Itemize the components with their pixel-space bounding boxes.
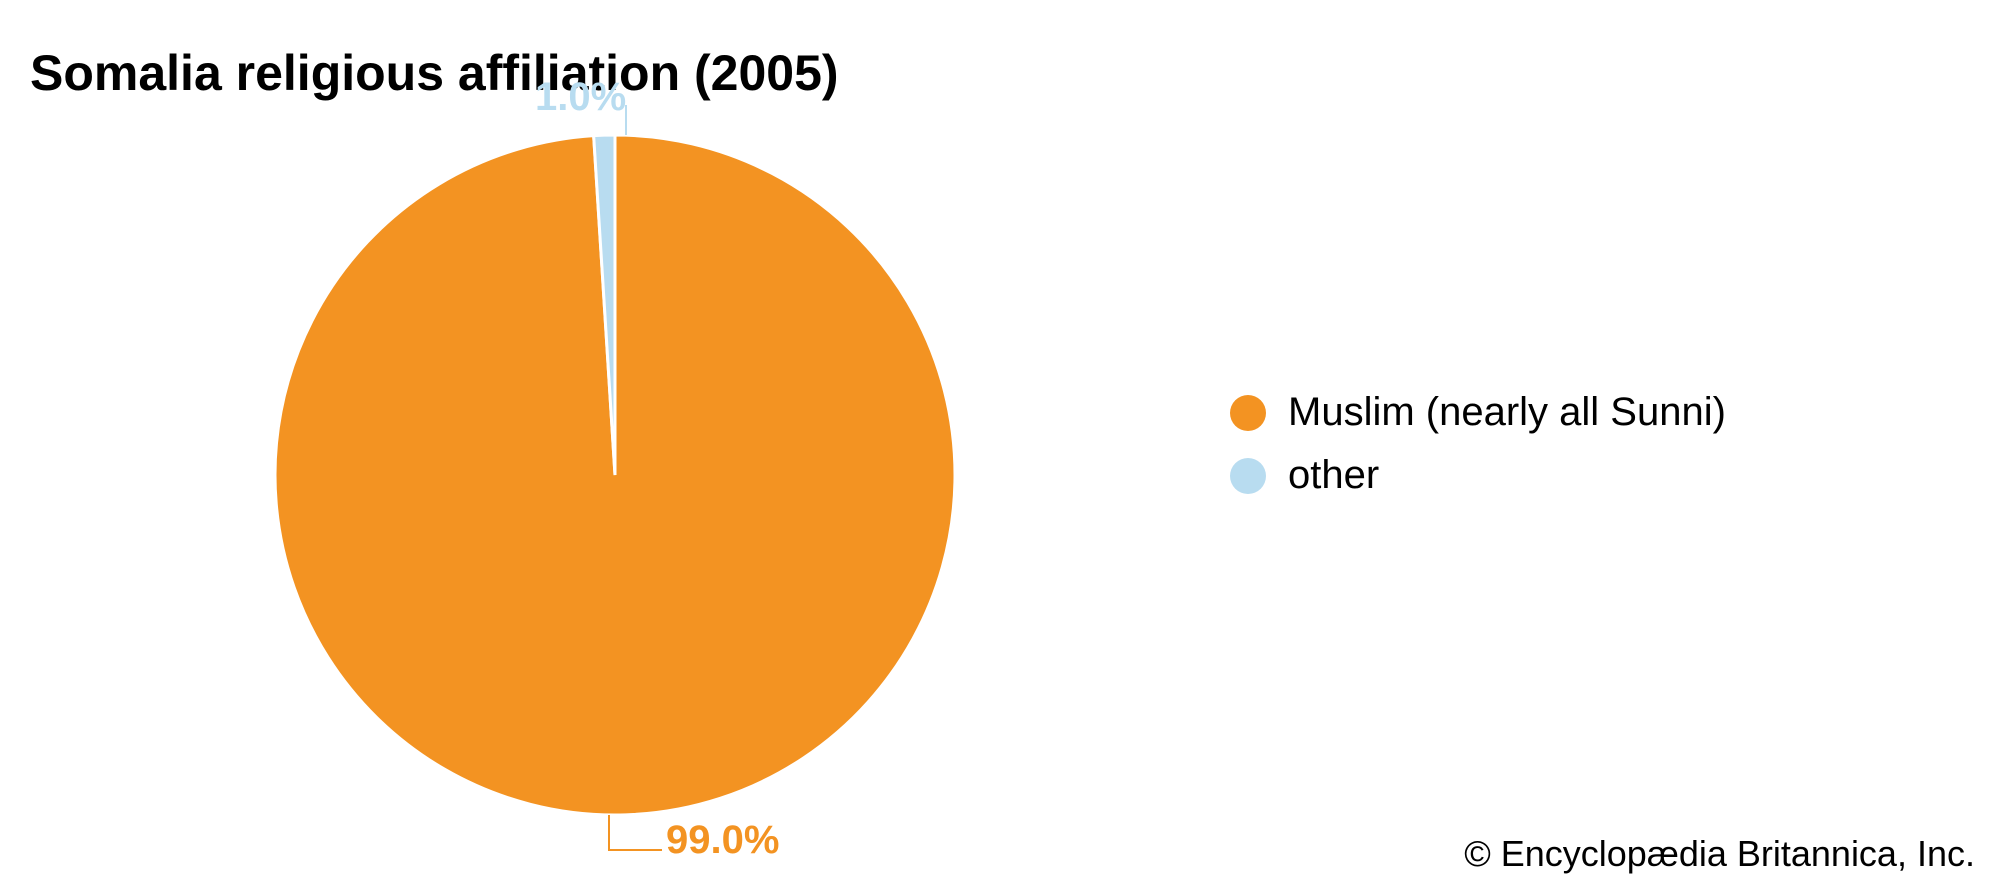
legend-label-0: Muslim (nearly all Sunni) <box>1288 390 1726 435</box>
legend-item-0: Muslim (nearly all Sunni) <box>1230 390 1726 435</box>
legend-item-1: other <box>1230 453 1726 498</box>
leader-line-muslim <box>609 815 662 850</box>
legend-label-1: other <box>1288 453 1379 498</box>
slice-label-other: 1.0% <box>535 75 626 120</box>
legend: Muslim (nearly all Sunni) other <box>1230 390 1726 516</box>
legend-swatch-1 <box>1230 458 1266 494</box>
slice-label-muslim: 99.0% <box>666 818 779 863</box>
attribution-text: © Encyclopædia Britannica, Inc. <box>1464 833 1975 875</box>
legend-swatch-0 <box>1230 395 1266 431</box>
